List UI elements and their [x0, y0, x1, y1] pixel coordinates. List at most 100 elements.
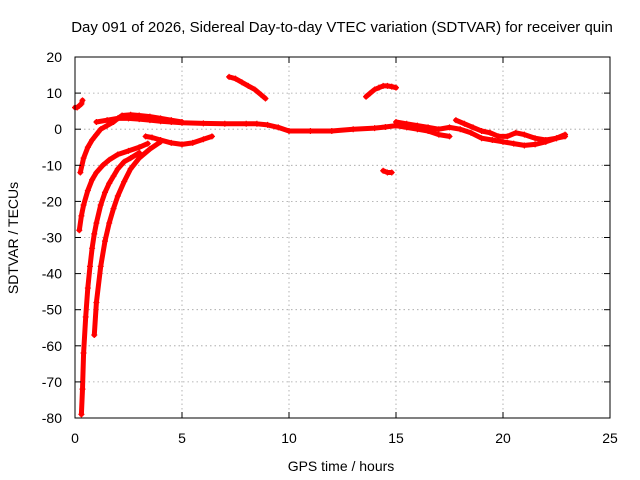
data-point-arc-10	[226, 73, 233, 80]
y-tick-label: -60	[42, 338, 62, 354]
y-tick-label: 20	[46, 49, 62, 65]
data-point-arc-3	[136, 144, 143, 151]
data-point-arc-7	[146, 117, 153, 124]
data-point-arc-10	[262, 95, 269, 102]
data-point-arc-7	[382, 124, 389, 131]
data-point-arc-9	[521, 131, 528, 138]
data-point-arc-7	[435, 131, 442, 138]
data-point-arc-7	[200, 120, 207, 127]
data-point-arc-4	[80, 350, 87, 357]
data-point-arc-5	[97, 263, 104, 270]
data-point-arc-6	[179, 141, 185, 148]
data-point-arc-8	[510, 140, 517, 147]
data-point-arc-4	[106, 180, 113, 187]
data-point-arc-11	[393, 84, 399, 91]
data-point-arc-7	[125, 115, 132, 122]
data-point-arc-6	[168, 139, 175, 146]
x-tick-label: 20	[495, 430, 511, 446]
data-point-arc-1	[78, 100, 85, 107]
data-point-arc-5	[121, 178, 128, 185]
data-point-arc-7	[179, 119, 185, 126]
data-point-arc-6	[157, 137, 164, 144]
data-point-arc-7	[264, 121, 271, 128]
data-point-arc-7	[371, 125, 378, 132]
data-point-arc-4	[101, 189, 108, 196]
x-tick-label: 0	[71, 430, 79, 446]
data-point-arc-2	[77, 169, 84, 176]
data-point-arc-6	[189, 139, 196, 146]
y-tick-label: -50	[42, 302, 62, 318]
data-point-arc-9	[461, 120, 468, 127]
data-point-arc-5	[110, 205, 117, 212]
data-point-arc-5	[106, 220, 113, 227]
data-point-arc-10	[251, 86, 258, 93]
data-point-arc-3	[106, 156, 113, 163]
data-point-arc-2	[89, 137, 96, 144]
y-tick-label: -80	[42, 410, 62, 426]
data-point-arc-7	[307, 128, 314, 135]
x-tick-label: 10	[281, 430, 297, 446]
data-point-arc-9	[562, 131, 569, 138]
data-point-arc-9	[495, 133, 502, 140]
data-point-arc-3	[144, 140, 151, 147]
data-point-arc-12	[388, 169, 395, 176]
data-point-arc-8	[393, 118, 399, 125]
data-point-arc-4	[79, 386, 86, 393]
data-point-arc-3	[99, 162, 106, 169]
data-point-arc-11	[371, 86, 378, 93]
data-point-arc-2	[97, 126, 104, 133]
data-point-arc-3	[76, 227, 83, 234]
data-point-arc-7	[136, 116, 143, 123]
data-point-arc-8	[489, 137, 496, 144]
data-point-arc-4	[110, 173, 117, 180]
data-point-arc-4	[97, 202, 104, 209]
data-point-arc-8	[414, 122, 421, 129]
y-tick-label: 10	[46, 85, 62, 101]
data-point-arc-9	[487, 129, 494, 136]
data-point-arc-9	[512, 129, 519, 136]
data-point-arc-5	[93, 299, 100, 306]
series-arc-5	[91, 139, 164, 338]
data-point-arc-6	[208, 133, 215, 140]
x-axis-label: GPS time / hours	[288, 458, 395, 474]
data-point-arc-7	[253, 120, 260, 127]
data-point-arc-7	[93, 118, 100, 125]
data-point-arc-4	[84, 285, 91, 292]
data-point-arc-11	[363, 93, 370, 100]
data-point-arc-4	[78, 411, 85, 418]
data-point-arc-4	[89, 245, 96, 252]
data-point-arc-8	[521, 142, 528, 149]
data-point-arc-5	[101, 238, 108, 245]
x-tick-label: 25	[602, 430, 618, 446]
data-point-arc-7	[350, 126, 357, 133]
data-point-arc-4	[93, 220, 100, 227]
data-point-arc-4	[114, 165, 121, 172]
y-tick-label: -40	[42, 266, 62, 282]
data-point-arc-2	[84, 144, 91, 151]
y-tick-label: -30	[42, 230, 62, 246]
data-point-arc-5	[146, 146, 153, 153]
y-tick-label: -20	[42, 193, 62, 209]
data-point-arc-11	[367, 90, 374, 97]
data-point-arc-7	[446, 133, 453, 140]
data-point-arc-7	[168, 118, 175, 125]
x-tick-label: 15	[388, 430, 404, 446]
data-point-arc-2	[104, 122, 111, 129]
data-point-arc-4	[127, 155, 134, 162]
data-point-arc-3	[84, 187, 91, 194]
data-point-arc-5	[91, 331, 98, 338]
data-point-arc-7	[104, 117, 111, 124]
x-tick-label: 5	[178, 430, 186, 446]
data-point-arc-4	[86, 263, 93, 270]
data-point-arc-8	[446, 124, 453, 131]
y-tick-label: 0	[54, 121, 62, 137]
y-tick-label: -70	[42, 374, 62, 390]
data-point-arc-11	[375, 84, 382, 91]
data-point-arc-12	[380, 167, 387, 174]
data-point-arc-8	[403, 120, 410, 127]
data-point-arc-3	[114, 151, 121, 158]
data-point-arc-8	[532, 141, 539, 148]
data-point-arc-9	[532, 135, 539, 142]
